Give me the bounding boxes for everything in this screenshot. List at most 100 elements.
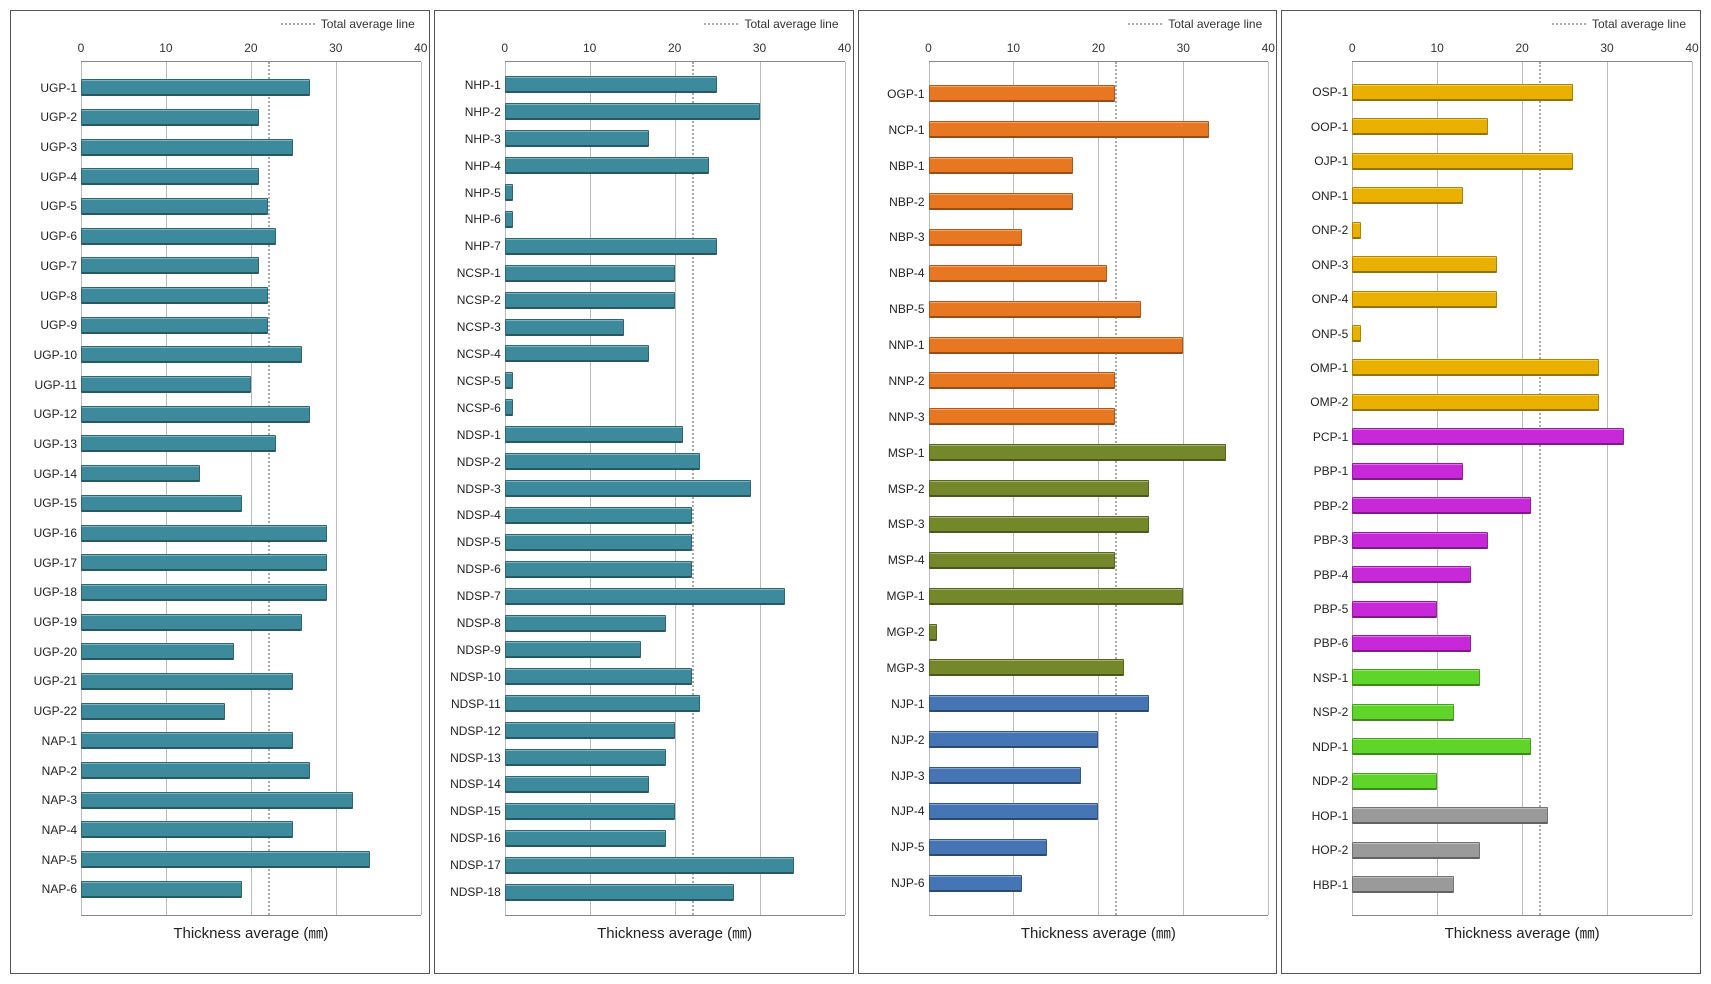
bar-label: UGP-11	[19, 378, 77, 392]
bar-row: UGP-8	[81, 286, 421, 306]
bar-row: NDSP-8	[505, 613, 845, 633]
bar-row: MSP-1	[929, 443, 1269, 463]
tick-label: 30	[1600, 41, 1613, 55]
bar-label: UGP-5	[19, 199, 77, 213]
legend-text: Total average line	[1168, 17, 1262, 31]
bar-label: NAP-4	[19, 823, 77, 837]
bar-label: NJP-2	[867, 733, 925, 747]
bar	[929, 803, 1099, 820]
bar	[1352, 566, 1471, 583]
bar-row: UGP-4	[81, 167, 421, 187]
bar-label: NHP-3	[443, 132, 501, 146]
bar-label: UGP-9	[19, 318, 77, 332]
gridline	[1692, 62, 1693, 915]
bar-row: OSP-1	[1352, 82, 1692, 102]
bar-row: NAP-5	[81, 850, 421, 870]
bar-row: NCSP-3	[505, 317, 845, 337]
bar-row: NDSP-15	[505, 801, 845, 821]
bar-label: MGP-2	[867, 625, 925, 639]
legend-line-icon	[704, 23, 738, 25]
bar-label: NHP-5	[443, 186, 501, 200]
bar-row: NDSP-9	[505, 640, 845, 660]
bar	[505, 695, 700, 712]
bar	[929, 408, 1116, 425]
bar	[81, 435, 276, 452]
bar-label: NHP-2	[443, 105, 501, 119]
bar-row: NDP-1	[1352, 737, 1692, 757]
plot-area: OSP-1OOP-1OJP-1ONP-1ONP-2ONP-3ONP-4ONP-5…	[1352, 61, 1692, 916]
tick-label: 40	[838, 41, 851, 55]
bar-row: NJP-3	[929, 766, 1269, 786]
bar	[81, 881, 242, 898]
bar-label: PBP-4	[1290, 568, 1348, 582]
bar-row: NJP-5	[929, 837, 1269, 857]
bar-row: UGP-5	[81, 196, 421, 216]
bar	[81, 584, 327, 601]
bar	[1352, 118, 1488, 135]
bar-row: NBP-4	[929, 263, 1269, 283]
gridline	[1268, 62, 1269, 915]
bar	[505, 857, 794, 874]
bar	[505, 265, 675, 282]
bar-label: MSP-3	[867, 517, 925, 531]
bar	[81, 317, 268, 334]
bar	[81, 525, 327, 542]
bar	[505, 345, 649, 362]
bar	[505, 561, 692, 578]
bar-label: MSP-1	[867, 446, 925, 460]
bar-row: ONP-4	[1352, 289, 1692, 309]
chart-panel: Total average line010203040OSP-1OOP-1OJP…	[1281, 10, 1701, 974]
bar-label: NDSP-2	[443, 455, 501, 469]
bar-row: NJP-6	[929, 873, 1269, 893]
bar-row: UGP-13	[81, 434, 421, 454]
bar	[929, 193, 1073, 210]
bar-row: NJP-4	[929, 801, 1269, 821]
bar	[1352, 291, 1496, 308]
bar-label: PBP-2	[1290, 499, 1348, 513]
bar-label: NCSP-5	[443, 374, 501, 388]
bar-label: UGP-14	[19, 467, 77, 481]
bar-label: OSP-1	[1290, 85, 1348, 99]
bar-label: HOP-2	[1290, 843, 1348, 857]
bar-row: NDSP-14	[505, 774, 845, 794]
bar	[505, 238, 717, 255]
bar-row: NDSP-6	[505, 559, 845, 579]
bar-label: HOP-1	[1290, 809, 1348, 823]
bar-row: NCP-1	[929, 120, 1269, 140]
bars-container: OSP-1OOP-1OJP-1ONP-1ONP-2ONP-3ONP-4ONP-5…	[1352, 62, 1692, 915]
chart-panel: Total average line010203040OGP-1NCP-1NBP…	[858, 10, 1278, 974]
bar-label: NDSP-16	[443, 831, 501, 845]
bar-row: MSP-4	[929, 550, 1269, 570]
bar-row: PBP-3	[1352, 530, 1692, 550]
bar-row: NDSP-13	[505, 748, 845, 768]
gridline	[845, 62, 846, 915]
bar-row: NHP-1	[505, 75, 845, 95]
plot-area: UGP-1UGP-2UGP-3UGP-4UGP-5UGP-6UGP-7UGP-8…	[81, 61, 421, 916]
bar	[81, 554, 327, 571]
bar-label: NHP-7	[443, 239, 501, 253]
bar-label: ONP-5	[1290, 327, 1348, 341]
bar-label: PBP-5	[1290, 602, 1348, 616]
bar-row: NCSP-6	[505, 398, 845, 418]
bar	[929, 444, 1226, 461]
bar-row: OGP-1	[929, 84, 1269, 104]
legend: Total average line	[1552, 17, 1686, 31]
bar-row: NCSP-1	[505, 263, 845, 283]
bar	[81, 465, 200, 482]
bar	[81, 792, 353, 809]
bar	[81, 495, 242, 512]
bar-row: NHP-6	[505, 209, 845, 229]
bar	[505, 292, 675, 309]
tick-label: 20	[668, 41, 681, 55]
bar-label: NCP-1	[867, 123, 925, 137]
bar-label: UGP-16	[19, 526, 77, 540]
bar-label: NDSP-10	[443, 670, 501, 684]
bar	[505, 157, 709, 174]
bar-label: HBP-1	[1290, 878, 1348, 892]
bar-row: NDSP-17	[505, 855, 845, 875]
bar-label: NDSP-6	[443, 562, 501, 576]
bar-label: NDSP-15	[443, 804, 501, 818]
bar-row: UGP-12	[81, 404, 421, 424]
bar-row: NDSP-18	[505, 882, 845, 902]
bar	[929, 767, 1082, 784]
